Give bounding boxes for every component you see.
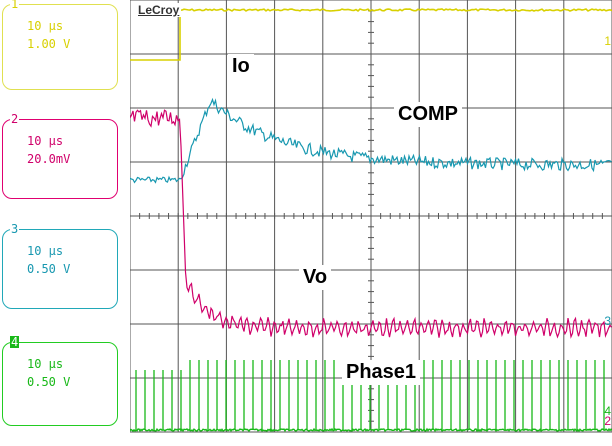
trace-label-phase1: Phase1 xyxy=(342,360,421,385)
channel-2-number: 2 xyxy=(10,112,20,126)
trace-label-io: Io xyxy=(228,54,254,79)
channel-1-box[interactable]: 1 10 µs 1.00 V xyxy=(2,0,118,90)
channel-1-marker: 1 xyxy=(604,34,611,48)
channel-4-timebase: 10 µs xyxy=(27,357,64,371)
channel-1-timebase: 10 µs xyxy=(27,19,64,33)
channel-1-scale: 1.00 V xyxy=(27,37,71,51)
channel-4-marker: 4 xyxy=(604,404,611,418)
channel-2-box[interactable]: 2 10 µs 20.0mV xyxy=(2,113,118,199)
channel-4-number: 4 xyxy=(10,335,20,349)
channel-1-number: 1 xyxy=(10,0,20,11)
trace-vo xyxy=(130,109,612,339)
channel-4-box[interactable]: 4 10 µs 0.50 V xyxy=(2,336,118,426)
channel-3-box[interactable]: 3 10 µs 0.50 V xyxy=(2,223,118,309)
channel-2-scale: 20.0mV xyxy=(27,152,71,166)
trace-label-vo: Vo xyxy=(299,265,332,290)
channel-3-scale: 0.50 V xyxy=(27,262,71,276)
trace-label-comp: COMP xyxy=(394,102,462,127)
channel-2-timebase: 10 µs xyxy=(27,134,64,148)
brand-logo: LeCroy xyxy=(136,3,182,17)
channel-3-timebase: 10 µs xyxy=(27,244,64,258)
channel-2-marker: 2 xyxy=(604,414,611,428)
graticule-grid xyxy=(130,0,612,433)
channel-3-marker: 3 xyxy=(604,314,611,328)
channel-4-scale: 0.50 V xyxy=(27,375,71,389)
trace-comp xyxy=(130,97,612,184)
channel-3-number: 3 xyxy=(10,222,20,236)
trace-io xyxy=(130,8,612,61)
